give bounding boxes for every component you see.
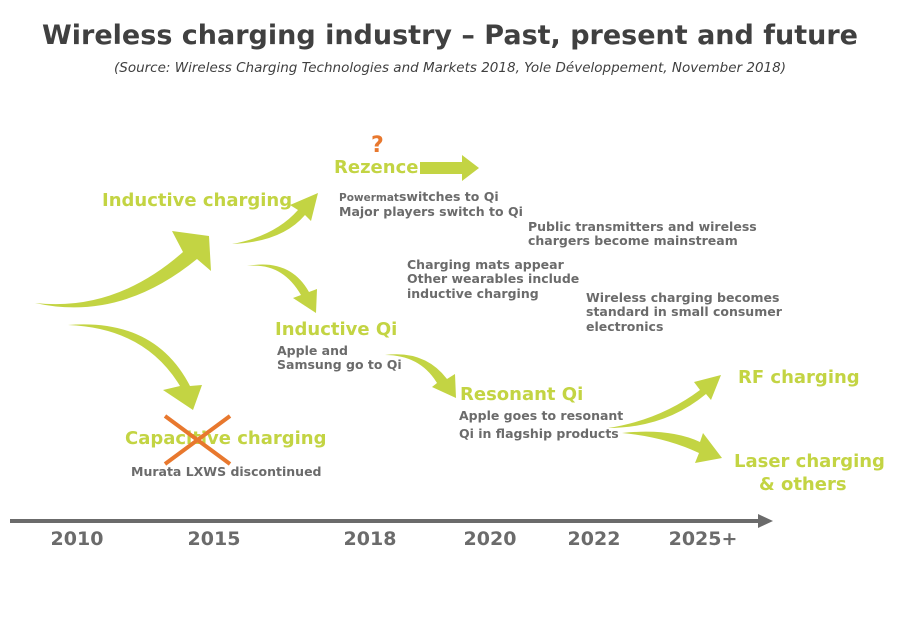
note-major-players: Major players switch to Qi bbox=[339, 204, 523, 219]
year-label: 2018 bbox=[343, 528, 397, 550]
note-apple-2: Samsung go to Qi bbox=[277, 357, 402, 372]
arrow-to-laser-charging bbox=[622, 431, 722, 463]
note-powermat-text: switches to Qi bbox=[398, 189, 499, 204]
note-mats-3: inductive charging bbox=[407, 286, 539, 301]
arrow-to-rezence bbox=[232, 193, 318, 244]
arrow-to-resonant-qi bbox=[385, 354, 456, 398]
note-standard-3: electronics bbox=[586, 319, 664, 334]
label-inductive-charging: Inductive charging bbox=[102, 190, 293, 211]
note-resonant-1: Apple goes to resonant bbox=[459, 408, 624, 423]
source-subtitle: (Source: Wireless Charging Technologies … bbox=[113, 60, 786, 76]
question-mark-icon: ? bbox=[371, 133, 384, 158]
note-mats-1: Charging mats appear bbox=[407, 257, 564, 272]
year-label: 2010 bbox=[50, 528, 104, 550]
note-murata: Murata LXWS discontinued bbox=[131, 464, 322, 479]
arrow-to-rf-charging bbox=[608, 375, 721, 428]
rezence-arrow bbox=[420, 155, 479, 181]
year-label: 2020 bbox=[463, 528, 517, 550]
timeline-axis bbox=[10, 514, 773, 528]
note-powermat-name: Powermat bbox=[339, 192, 399, 204]
note-apple-1: Apple and bbox=[277, 343, 348, 358]
note-public-1: Public transmitters and wireless bbox=[528, 219, 757, 234]
year-label: 2015 bbox=[187, 528, 241, 550]
note-public-2: chargers become mainstream bbox=[528, 233, 738, 248]
note-resonant-2: Qi in flagship products bbox=[459, 426, 619, 441]
page-title: Wireless charging industry – Past, prese… bbox=[42, 20, 858, 51]
note-standard-1: Wireless charging becomes bbox=[586, 290, 780, 305]
label-rf-charging: RF charging bbox=[738, 367, 860, 388]
label-laser-others: & others bbox=[759, 474, 847, 495]
year-label: 2025+ bbox=[668, 528, 738, 550]
arrow-to-capacitive-charging bbox=[68, 324, 202, 410]
note-powermat: Powermatswitches to Qi bbox=[339, 189, 499, 206]
arrow-to-inductive-charging bbox=[35, 231, 211, 308]
label-laser-charging: Laser charging bbox=[734, 451, 885, 472]
label-inductive-qi: Inductive Qi bbox=[275, 319, 398, 340]
arrow-to-inductive-qi bbox=[247, 264, 317, 313]
label-capacitive-charging: Capacitive charging bbox=[125, 428, 327, 449]
label-rezence: Rezence bbox=[334, 157, 419, 178]
note-mats-2: Other wearables include bbox=[407, 271, 580, 286]
year-label: 2022 bbox=[567, 528, 621, 550]
note-standard-2: standard in small consumer bbox=[586, 304, 782, 319]
label-resonant-qi: Resonant Qi bbox=[460, 384, 584, 405]
